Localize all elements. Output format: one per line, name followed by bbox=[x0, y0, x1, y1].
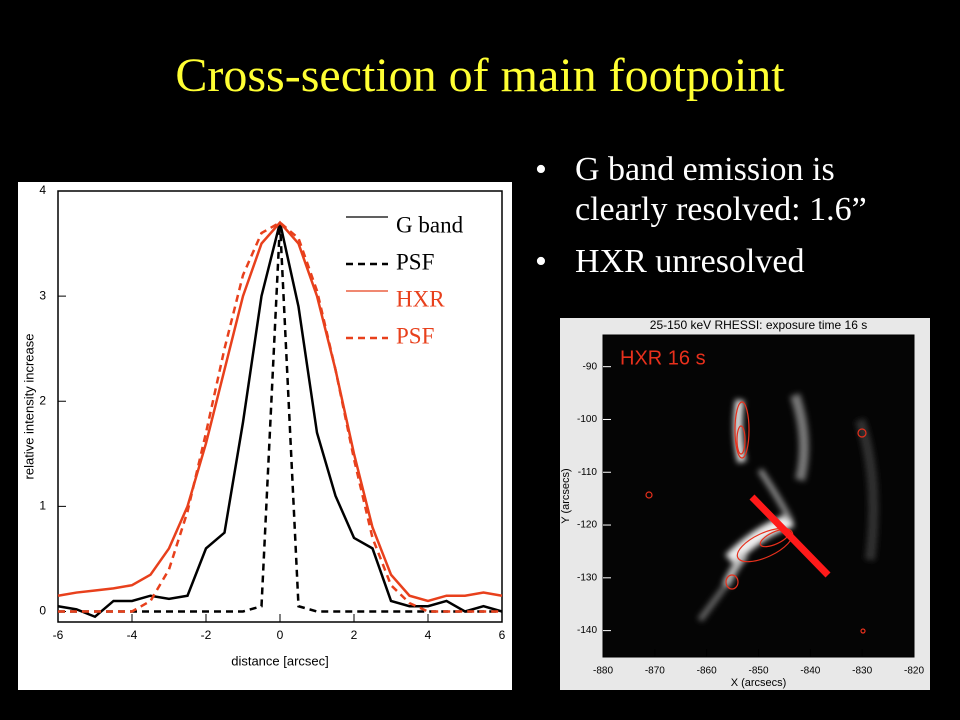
hxr-contours bbox=[645, 401, 867, 634]
x-tick-label: -820 bbox=[904, 666, 924, 677]
series-line bbox=[57, 220, 503, 603]
x-tick-label: 0 bbox=[277, 628, 284, 642]
bullet-list: G band emission is clearly resolved: 1.6… bbox=[535, 150, 925, 294]
x-axis-label: distance [arcsec] bbox=[231, 653, 329, 668]
y-tick-label: -90 bbox=[583, 361, 598, 372]
x-axis-label: X (arcsecs) bbox=[731, 677, 787, 689]
y-tick-label: -140 bbox=[577, 625, 597, 636]
y-axis-label: relative intensity increase bbox=[21, 334, 36, 480]
x-tick-label: 2 bbox=[351, 628, 358, 642]
image-field bbox=[603, 335, 914, 657]
x-tick-label: 6 bbox=[499, 628, 506, 642]
series-line bbox=[58, 221, 502, 613]
legend-label: HXR bbox=[396, 286, 445, 311]
x-tick-label: -4 bbox=[127, 628, 138, 642]
x-tick-label: -870 bbox=[645, 666, 665, 677]
y-tick-label: -100 bbox=[577, 414, 597, 425]
image-annotation: HXR 16 s bbox=[620, 347, 706, 369]
cross-section-cut bbox=[749, 494, 831, 578]
image-title: 25-150 keV RHESSI: exposure time 16 s bbox=[650, 318, 867, 332]
legend-label: PSF bbox=[396, 323, 434, 348]
y-tick-label: 3 bbox=[39, 288, 46, 302]
y-tick-label: -130 bbox=[577, 572, 597, 583]
x-tick-label: 4 bbox=[425, 628, 432, 642]
bullet: G band emission is clearly resolved: 1.6… bbox=[535, 150, 925, 230]
legend-label: G band bbox=[396, 212, 464, 237]
y-tick-label: -120 bbox=[577, 520, 597, 531]
y-axis-label: Y (arcsecs) bbox=[560, 468, 572, 523]
x-tick-label: -860 bbox=[697, 666, 717, 677]
legend-label: PSF bbox=[396, 249, 434, 274]
y-tick-label: 2 bbox=[39, 393, 46, 407]
slide-title: Cross-section of main footpoint bbox=[175, 49, 785, 102]
x-tick-label: -6 bbox=[53, 628, 64, 642]
y-tick-label: -110 bbox=[578, 467, 598, 478]
y-tick-label: 1 bbox=[39, 499, 46, 513]
x-tick-label: -880 bbox=[593, 666, 613, 677]
x-tick-label: -2 bbox=[201, 628, 212, 642]
bullet: HXR unresolved bbox=[535, 242, 925, 282]
plot-panel bbox=[18, 182, 512, 690]
solar-image bbox=[603, 335, 914, 657]
x-tick-label: -830 bbox=[852, 666, 872, 677]
y-tick-label: 4 bbox=[39, 183, 46, 197]
y-tick-label: 0 bbox=[39, 604, 46, 618]
x-tick-label: -840 bbox=[800, 666, 820, 677]
x-tick-label: -850 bbox=[748, 666, 768, 677]
